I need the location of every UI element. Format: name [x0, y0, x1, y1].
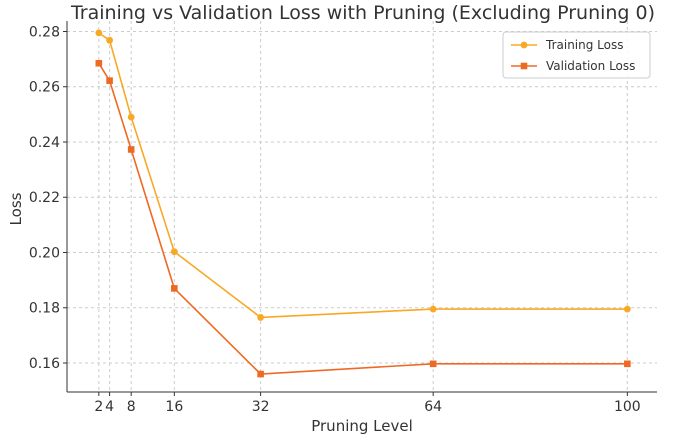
data-point: [624, 360, 631, 368]
y-tick-label: 0.16: [29, 356, 60, 372]
y-tick-label: 0.28: [29, 24, 60, 40]
legend: Training Loss Validation Loss: [502, 31, 651, 79]
x-axis-label: Pruning Level: [311, 417, 413, 435]
chart-title: Training vs Validation Loss with Pruning…: [70, 2, 655, 24]
legend-marker: [520, 62, 528, 70]
y-tick-label: 0.22: [29, 190, 60, 206]
y-tick-label: 0.24: [29, 135, 60, 151]
legend-marker: [520, 41, 528, 49]
y-tick-label: 0.20: [29, 245, 60, 261]
x-tick-label: 8: [127, 399, 136, 415]
data-point: [95, 29, 103, 37]
x-tick-label: 32: [252, 399, 270, 415]
data-point: [171, 285, 178, 292]
ticks-layer: 0.16 0.18 0.20 0.22 0.24 0.26 0.28 2 4 8 16 32 64 100: [29, 24, 641, 415]
legend-label: Validation Loss: [546, 59, 635, 73]
data-point: [95, 59, 103, 67]
x-tick-label: 2: [94, 399, 103, 415]
data-point: [170, 248, 178, 256]
legend-label: Training Loss: [545, 38, 623, 52]
data-point: [623, 305, 631, 313]
x-tick-label: 100: [614, 399, 641, 415]
data-point: [127, 113, 135, 121]
data-point: [106, 77, 113, 84]
y-tick-label: 0.26: [29, 80, 60, 96]
data-point: [127, 146, 135, 153]
y-axis-label: Loss: [7, 192, 25, 225]
x-tick-label: 64: [424, 399, 442, 415]
data-point: [429, 360, 437, 368]
axes-layer: [66, 21, 657, 393]
data-point: [257, 314, 265, 321]
series-layer: [95, 29, 631, 378]
legend-box: [502, 31, 651, 79]
x-tick-label: 4: [105, 399, 114, 415]
x-tick-label: 16: [165, 399, 183, 415]
series-line: [98, 62, 628, 375]
series-validation-loss: [95, 59, 631, 378]
series-training-loss: [95, 29, 631, 321]
data-point: [429, 305, 437, 313]
data-point: [106, 36, 114, 44]
y-tick-label: 0.18: [29, 301, 60, 317]
data-point: [257, 370, 264, 378]
